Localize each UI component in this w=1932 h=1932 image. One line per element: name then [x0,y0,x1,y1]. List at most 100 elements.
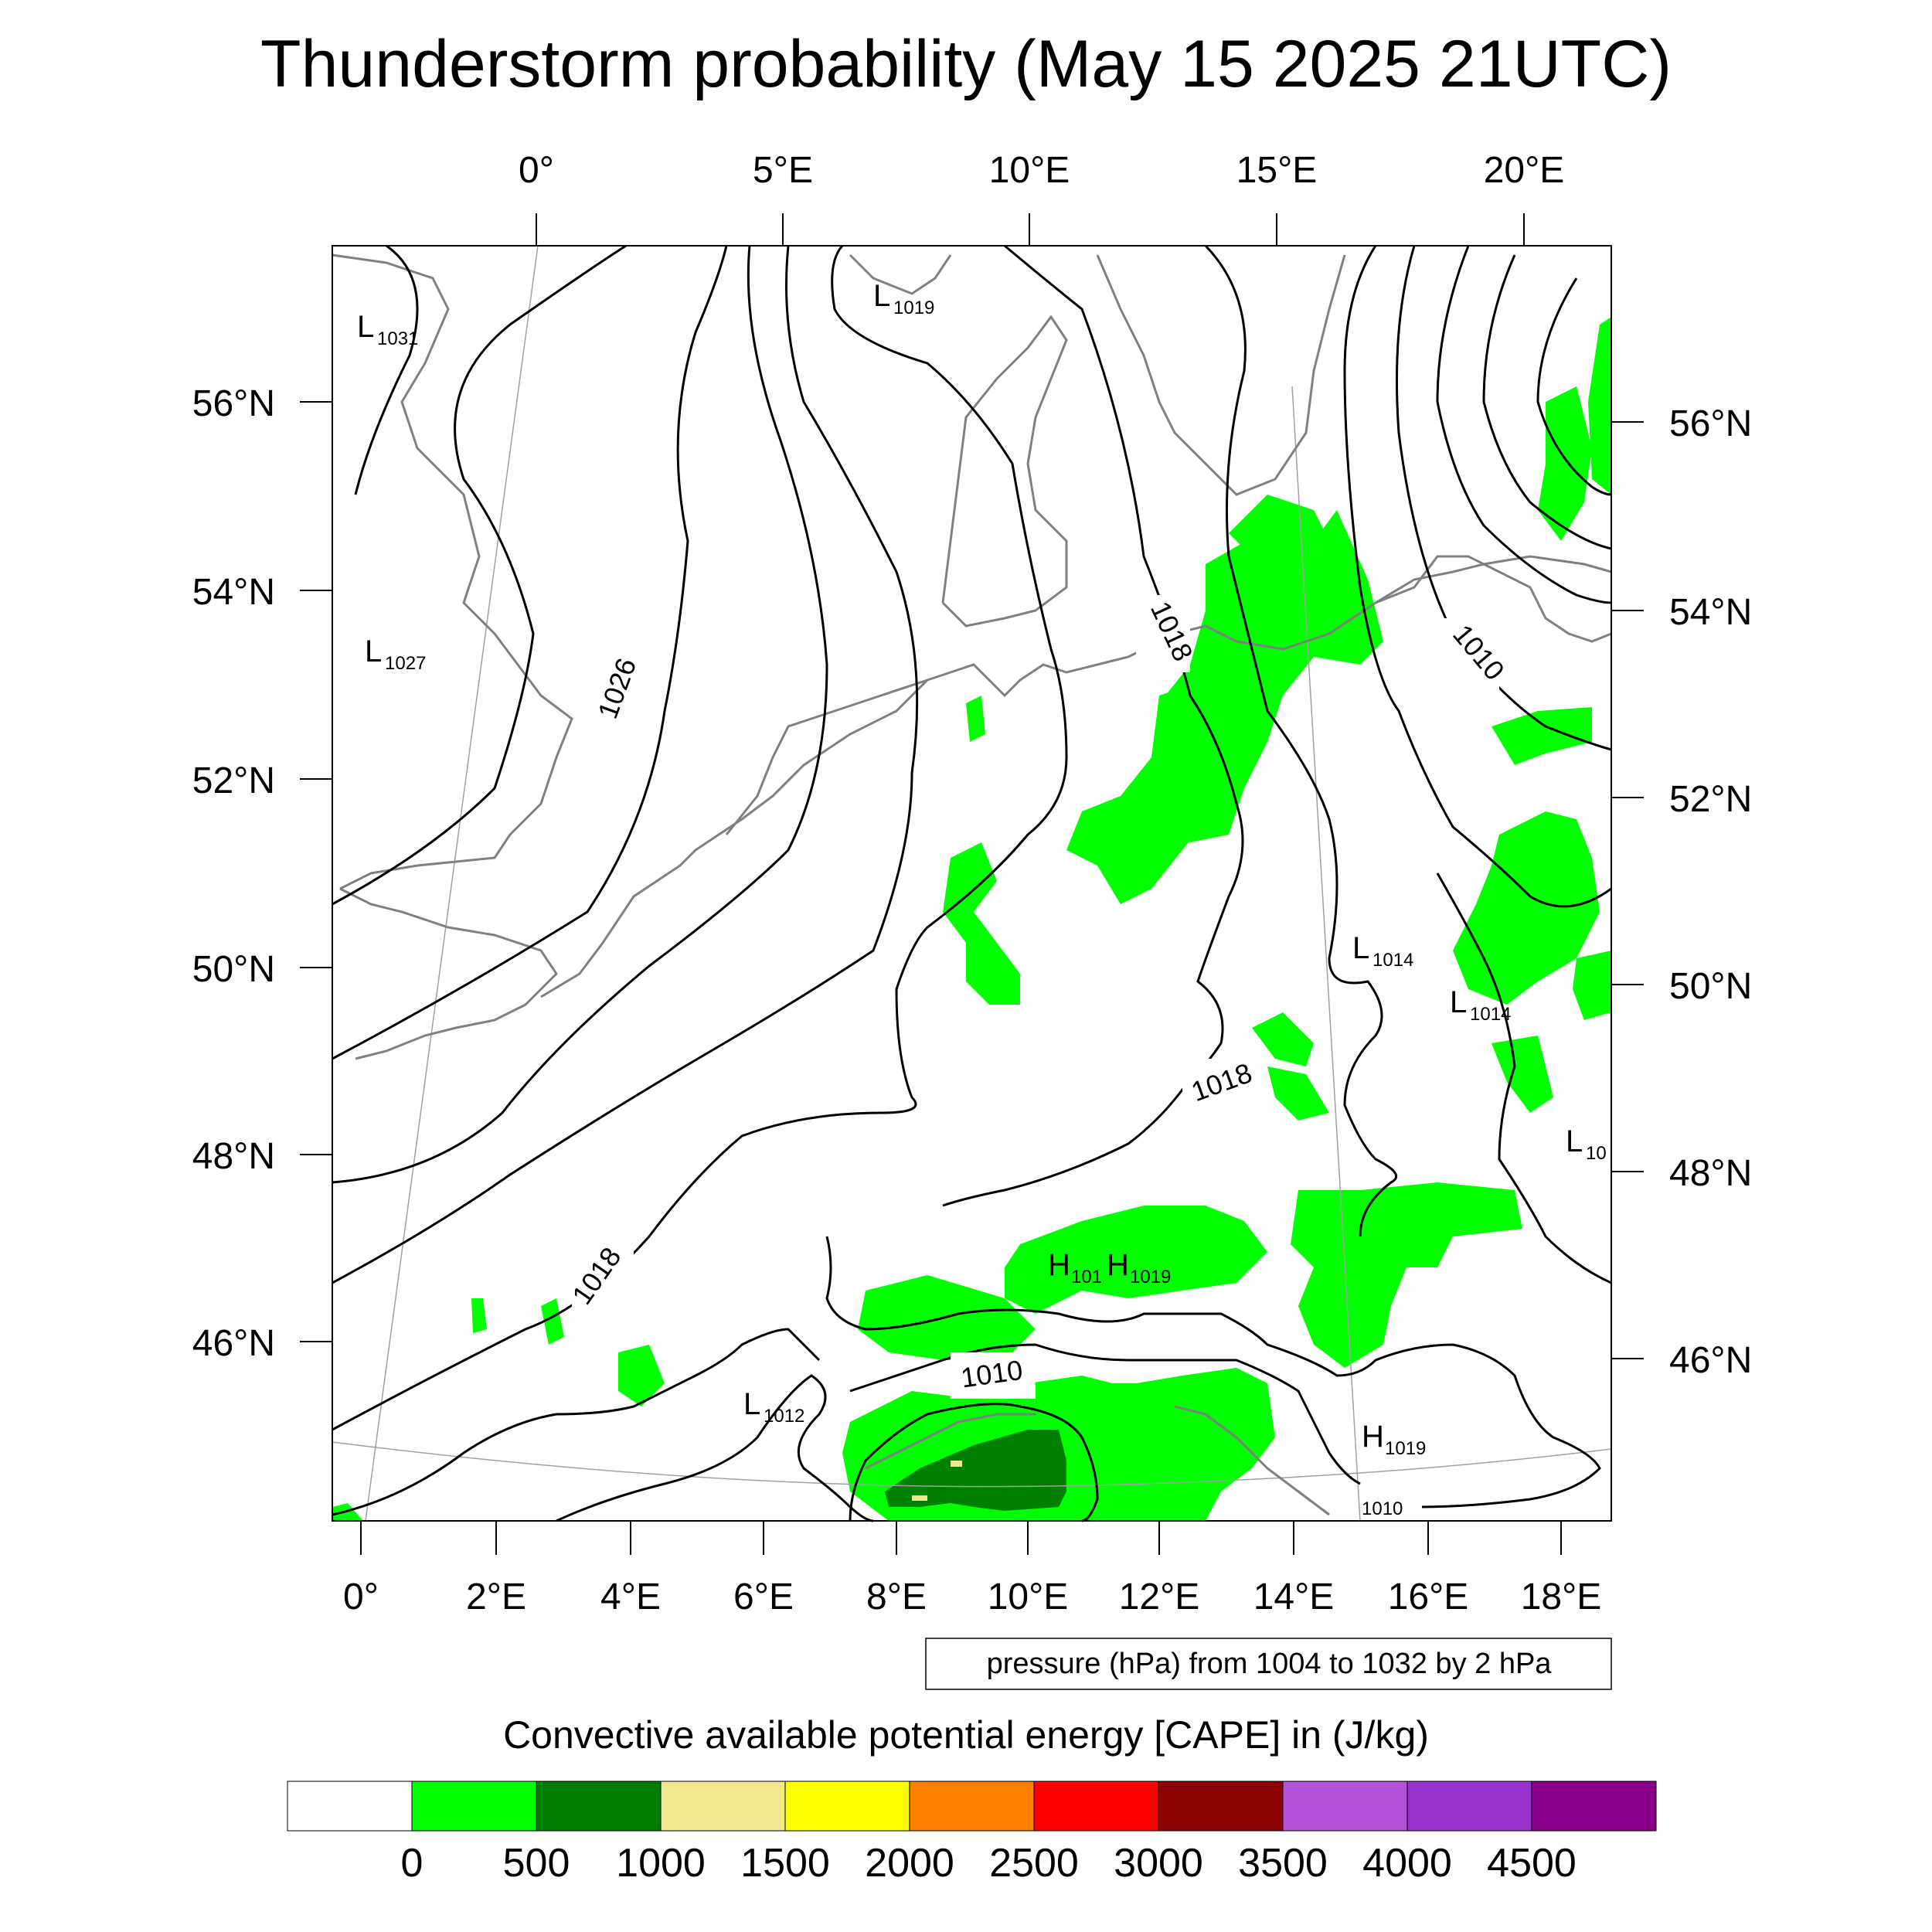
isobars [332,244,1612,1522]
right-lat-label-50n: 50°N [1669,966,1752,1007]
colorbar-tick-label: 2000 [865,1841,954,1886]
bottom-lon-label-18e: 18°E [1521,1577,1602,1617]
right-lat-label-48n: 48°N [1669,1153,1752,1194]
colorbar-tick-label: 4000 [1362,1841,1452,1886]
coastlines [332,253,1612,1516]
right-lat-labels: 56°N 54°N 52°N 50°N 48°N 46°N [1669,403,1752,1381]
left-lat-label-54n: 54°N [192,572,275,613]
bottom-lon-label-12e: 12°E [1119,1577,1200,1617]
isobar-1014 [1204,244,1398,1237]
isobar-low-ring-2 [1436,245,1612,604]
isobar-label-bg-1010-east [1437,618,1499,696]
isobar-1010-italy [849,1343,1361,1485]
cape-area-ukraine [1573,951,1611,1020]
top-lon-labels: 0° 5°E 10°E 15°E 20°E [519,150,1564,191]
colorbar-box-6 [1033,1781,1159,1832]
pressure-center-8-value: 1019 [1130,1267,1171,1287]
colorbar-tick-labels: 0 500 1000 1500 2000 2500 3000 3500 4000 4500 [401,1841,1577,1886]
pressure-center-1-kind: L [357,310,374,344]
top-lon-label-15e: 15°E [1236,150,1318,191]
pressure-centers: L 1031 L 1027 L 1019 L 1014 L 1014 L 10 … [357,279,1607,1519]
right-lat-label-52n: 52°N [1669,779,1752,820]
pressure-center-9-value: 1012 [764,1406,804,1427]
coast-uk-east [332,253,573,890]
isobar-1018-east [942,244,1244,1207]
isobar-east-mid [1436,872,1612,1284]
isobar-label-bg-1010-italy [951,1352,1036,1399]
bottom-lon-label-4e: 4°E [600,1577,661,1617]
cape-area-france-east [618,1345,665,1406]
coast-sweden [1096,254,1346,496]
meridian-0 [365,245,539,1522]
colorbar-box-2 [536,1781,662,1832]
contour-info-frame [925,1638,1612,1690]
colorbar-box-3 [660,1781,786,1832]
graticule [332,245,1612,1522]
bottom-lon-label-6e: 6°E [733,1577,794,1617]
colorbar-title: Convective available potential energy [C… [503,1713,1429,1757]
colorbar-box-10 [1531,1781,1657,1832]
top-lon-label-5e: 5°E [753,150,813,191]
pressure-center-7-kind: H [1048,1248,1070,1282]
colorbar-tick-label: 0 [401,1841,423,1886]
top-lon-label-10e: 10°E [989,150,1070,191]
left-lat-axis [300,401,332,1342]
isobar-low-ring-1 [1396,245,1612,751]
pressure-center-8-kind: H [1107,1248,1129,1282]
colorbar-tick-label: 2500 [989,1841,1079,1886]
cape-area-netherlands [966,696,985,742]
coast-uk-south [339,887,558,1060]
cape-area-sweden-baltic [1538,386,1592,541]
pressure-center-3-kind: L [873,279,890,313]
pressure-center-3-value: 1019 [893,298,934,318]
isobar-south-west [332,1328,821,1516]
colorbar-tick-label: 4500 [1487,1841,1577,1886]
isobar-1026 [332,245,828,1184]
bottom-lon-label-16e: 16°E [1388,1577,1469,1617]
pressure-center-4-value: 1014 [1372,950,1413,971]
coast-germany-north [950,570,1454,698]
left-lat-label-46n: 46°N [192,1323,275,1364]
bottom-lon-label-10e: 10°E [988,1577,1069,1617]
cape-area-italy-darkgreen [885,1430,1066,1511]
coast-finland-gulf [1452,555,1612,573]
pressure-center-11-value: 1010 [1362,1498,1403,1519]
colorbar-tick-label: 3500 [1238,1841,1328,1886]
contour-info-box: pressure (hPa) from 1004 to 1032 by 2 hP… [925,1638,1612,1690]
cape-area-latvia [1492,707,1592,765]
bottom-lon-label-2e: 2°E [466,1577,526,1617]
pressure-center-10-kind: H [1362,1420,1384,1454]
top-lon-label-0: 0° [519,150,554,191]
coast-denmark [941,315,1068,628]
left-lat-label-48n: 48°N [192,1136,275,1177]
bottom-lon-label-8e: 8°E [866,1577,927,1617]
cape-area-france-south [541,1298,564,1345]
right-lat-axis [1611,421,1644,1359]
meridian-15e [1291,386,1361,1522]
isobar-1010-east [1343,245,1612,908]
top-lon-axis [536,213,1525,246]
colorbar-tick-label: 1000 [616,1841,706,1886]
colorbar-box-0 [287,1781,413,1832]
pressure-center-10-value: 1019 [1385,1438,1426,1459]
right-lat-label-56n: 56°N [1669,403,1752,444]
cape-area-germany-west [943,842,1020,1005]
isobar-labels: 1026 1018 1018 1018 1010 1010 [566,595,1511,1399]
colorbar-box-9 [1406,1781,1532,1832]
isobar-label-bg-1018-centre [1182,1059,1267,1105]
pressure-center-2-value: 1027 [385,653,426,674]
cape-area-alps-north [1005,1206,1267,1314]
coast-norway [849,253,952,295]
colorbar-tick-label: 1500 [740,1841,830,1886]
isobar-label-bg-1018-north [1136,595,1190,672]
colorbar-box-7 [1158,1781,1284,1832]
colorbar [287,1781,1657,1832]
colorbar-box-4 [784,1781,910,1832]
isobar-low-ring-4 [1536,277,1612,496]
isobar-1024 [332,245,919,1284]
cape-area-germany-east [1066,680,1244,904]
pressure-center-7-value: 101 [1071,1267,1102,1287]
cape-area-italy-khaki-2 [912,1495,927,1501]
isobar-uk-high-3 [332,245,728,1060]
cape-area-france-centre [471,1298,487,1333]
